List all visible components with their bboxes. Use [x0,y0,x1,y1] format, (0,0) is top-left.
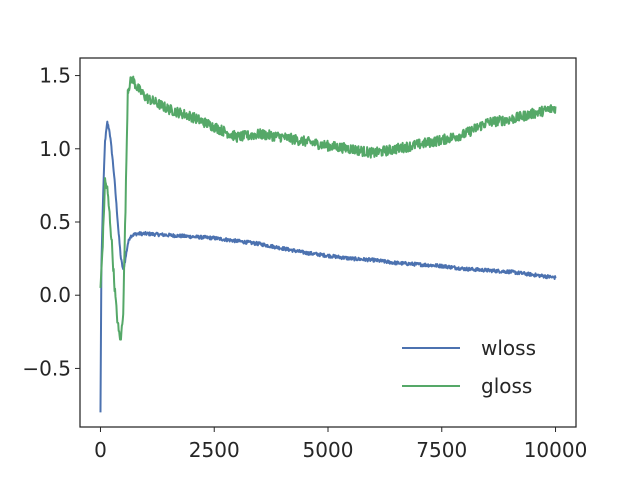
series-line-gloss [99,75,557,341]
y-axis: −0.5 0.0 0.5 1.0 1.5 [22,64,80,380]
legend-label-gloss: gloss [481,374,532,398]
series-line-wloss [99,120,557,413]
x-tick-label: 10000 [524,438,588,462]
x-axis: 0 2500 5000 7500 10000 [94,427,587,462]
legend-label-wloss: wloss [481,336,536,360]
y-tick-label: 1.5 [39,64,71,88]
x-tick-label: 7500 [416,438,467,462]
x-tick-label: 5000 [303,438,354,462]
y-tick-label: 1.0 [39,137,71,161]
x-tick-label: 0 [94,438,107,462]
series-layer [99,75,557,413]
y-tick-label: 0.5 [39,210,71,234]
y-tick-label: 0.0 [39,283,71,307]
y-tick-label: −0.5 [22,356,71,380]
legend: wloss gloss [402,336,536,398]
x-tick-label: 2500 [189,438,240,462]
